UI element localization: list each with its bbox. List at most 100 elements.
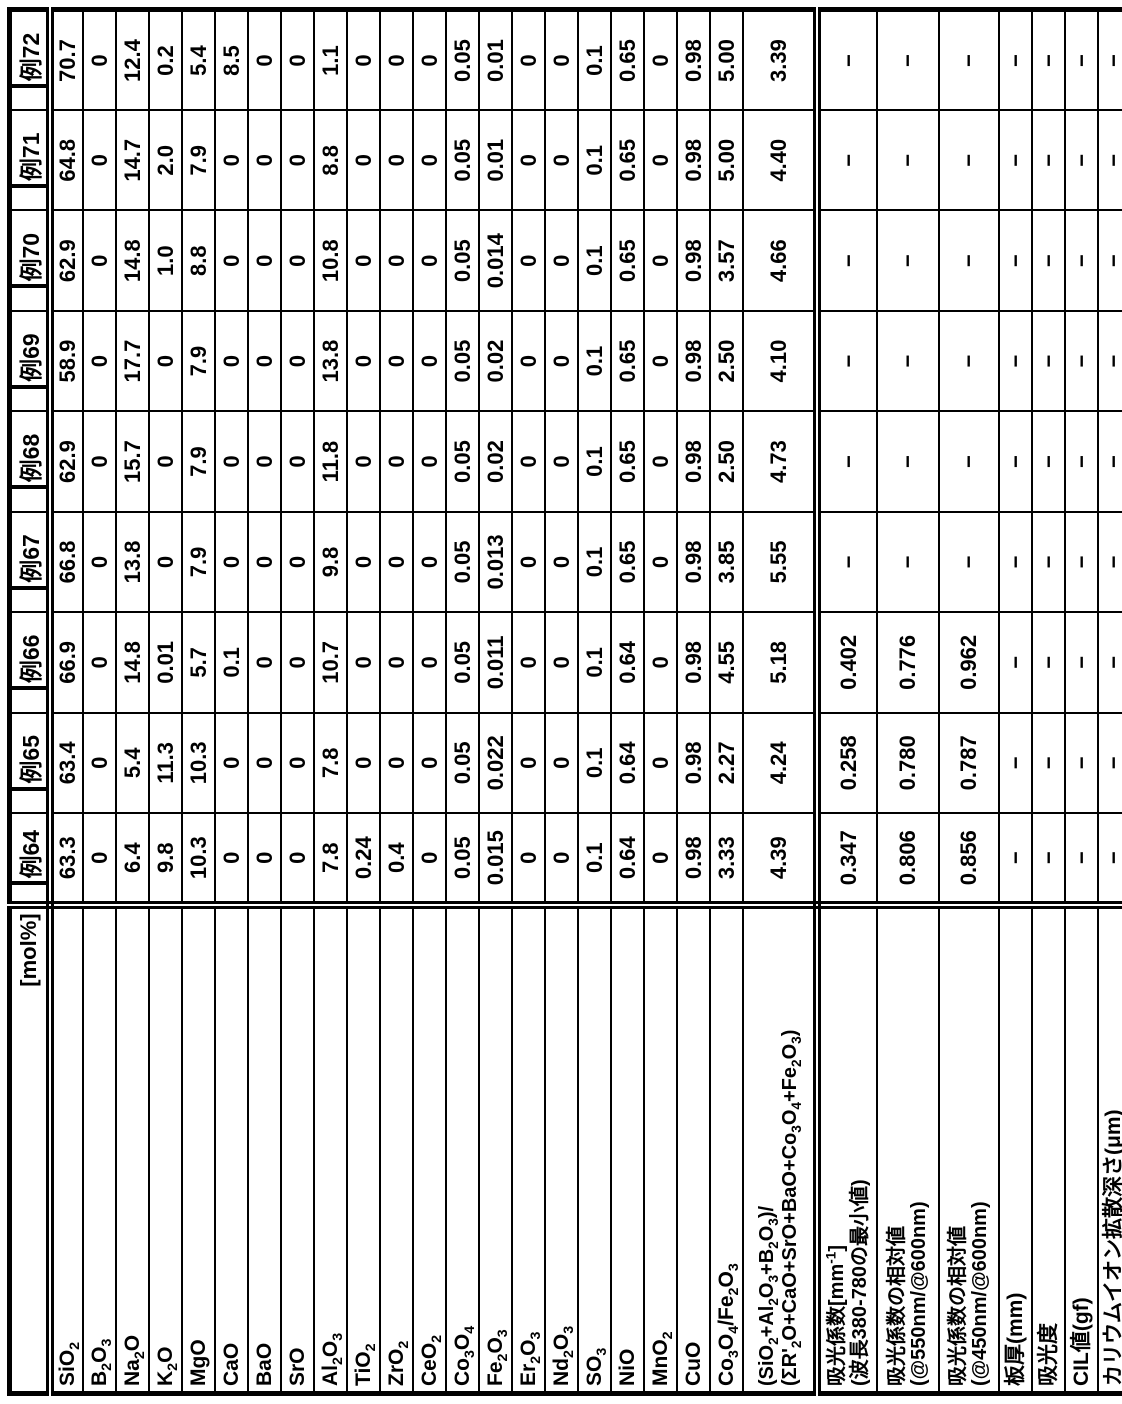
value-cell: 0: [347, 612, 380, 713]
table-row: 吸光度 − − − − − − − − −: [1032, 9, 1065, 1394]
value-cell: 0: [83, 712, 116, 813]
value-cell: 0.02: [479, 310, 512, 412]
value-cell: 0: [413, 612, 446, 713]
table-row: Co3O4 0.05 0.05 0.05 0.05 0.05 0.05 0.05 0.05 0.0…: [446, 9, 479, 1394]
value-cell: 10.3: [182, 712, 215, 813]
value-cell: −: [877, 110, 939, 211]
value-cell: 4.55: [710, 612, 743, 713]
value-cell: −: [817, 110, 877, 211]
value-cell: 0: [380, 712, 413, 813]
value-cell: 0.1: [578, 712, 611, 813]
value-cell: 14.7: [116, 110, 149, 211]
value-cell: 3.39: [743, 9, 817, 111]
value-cell: 0.02: [479, 411, 512, 512]
row-label: 板厚(mm): [999, 905, 1032, 1394]
value-cell: 0.64: [611, 813, 644, 906]
row-label: Er2O3: [512, 905, 545, 1394]
value-cell: 0: [644, 712, 677, 813]
example-header: 例72: [12, 32, 46, 89]
value-cell: −: [1032, 813, 1065, 906]
value-cell: 0.98: [677, 310, 710, 412]
value-cell: 0.1: [578, 210, 611, 311]
unit-label: [mol%]: [9, 905, 50, 1394]
value-cell: 0: [347, 210, 380, 311]
value-cell: −: [1032, 9, 1065, 111]
value-cell: −: [999, 511, 1032, 613]
value-cell: 0: [644, 310, 677, 412]
value-cell: 0.05: [446, 612, 479, 713]
value-cell: 3.85: [710, 511, 743, 613]
value-cell: 0.64: [611, 712, 644, 813]
value-cell: 5.7: [182, 612, 215, 713]
example-header: 例65: [12, 735, 46, 791]
example-header-cell: 例68: [9, 411, 50, 512]
value-cell: 4.10: [743, 310, 817, 412]
value-cell: 0.98: [677, 9, 710, 111]
value-cell: −: [1065, 310, 1098, 412]
value-cell: 0.98: [677, 612, 710, 713]
value-cell: 0: [413, 9, 446, 111]
value-cell: 0.05: [446, 210, 479, 311]
value-cell: 0: [512, 110, 545, 211]
value-cell: −: [877, 310, 939, 412]
value-cell: −: [1065, 813, 1098, 906]
row-label: K2O: [149, 905, 182, 1394]
table-row: MgO 10.3 10.3 5.7 7.9 7.9 7.9 8.8 7.9 5.4: [182, 9, 215, 1394]
value-cell: −: [939, 110, 999, 211]
value-cell: 0: [545, 612, 578, 713]
value-cell: 0.98: [677, 712, 710, 813]
value-cell: 1.1: [314, 9, 347, 111]
value-cell: −: [1065, 210, 1098, 311]
value-cell: 0: [347, 110, 380, 211]
value-cell: 58.9: [50, 310, 83, 412]
value-cell: 0: [644, 511, 677, 613]
value-cell: 0: [149, 310, 182, 412]
value-cell: 0.98: [677, 411, 710, 512]
example-header-cell: 例65: [9, 712, 50, 813]
value-cell: 0: [248, 310, 281, 412]
value-cell: −: [999, 210, 1032, 311]
value-cell: −: [1032, 411, 1065, 512]
row-label: 吸光係数の相対値 (@450nm/@600nm): [939, 905, 999, 1394]
example-header: 例68: [12, 433, 46, 490]
example-header-cell: 例66: [9, 612, 50, 713]
value-cell: 0: [545, 310, 578, 412]
value-cell: 0: [644, 813, 677, 906]
value-cell: 5.00: [710, 110, 743, 211]
value-cell: 0.01: [149, 612, 182, 713]
value-cell: 0: [347, 9, 380, 111]
value-cell: 0: [215, 310, 248, 412]
value-cell: 0: [413, 411, 446, 512]
value-cell: 0.1: [578, 110, 611, 211]
value-cell: 2.27: [710, 712, 743, 813]
row-label-line1: 吸光係数の相対値: [885, 1226, 908, 1386]
value-cell: 0.65: [611, 9, 644, 111]
row-label: NiO: [611, 905, 644, 1394]
value-cell: 2.0: [149, 110, 182, 211]
value-cell: −: [1065, 511, 1098, 613]
table-row: B2O3 0 0 0 0 0 0 0 0 0: [83, 9, 116, 1394]
example-header-cell: 例71: [9, 110, 50, 211]
table-row: Al2O3 7.8 7.8 10.7 9.8 11.8 13.8 10.8 8.8 1.1: [314, 9, 347, 1394]
value-cell: 0: [512, 411, 545, 512]
value-cell: 0: [380, 9, 413, 111]
table-row: 吸光係数の相対値 (@450nm/@600nm) 0.856 0.787 0.962− −…: [939, 9, 999, 1394]
row-label: TiO2: [347, 905, 380, 1394]
table-row: CIL値(gf) − − − − − − − − −: [1065, 9, 1098, 1394]
table-row: SO3 0.1 0.1 0.1 0.1 0.1 0.1 0.1 0.1 0.1: [578, 9, 611, 1394]
row-label: B2O3: [83, 905, 116, 1394]
value-cell: 0: [83, 411, 116, 512]
value-cell: 0: [248, 411, 281, 512]
value-cell: 0: [413, 813, 446, 906]
value-cell: 0: [281, 411, 314, 512]
row-label: MgO: [182, 905, 215, 1394]
table-row: Nd2O3 0 0 0 0 0 0 0 0 0: [545, 9, 578, 1394]
table-row: BaO 0 0 0 0 0 0 0 0 0: [248, 9, 281, 1394]
row-label-line1: (SiO2+Al2O3+B2O3)/: [756, 1205, 782, 1386]
value-cell: 0.1: [578, 310, 611, 412]
value-cell: 0: [347, 511, 380, 613]
value-cell: 5.18: [743, 612, 817, 713]
row-label: Na2O: [116, 905, 149, 1394]
value-cell: 0: [281, 612, 314, 713]
